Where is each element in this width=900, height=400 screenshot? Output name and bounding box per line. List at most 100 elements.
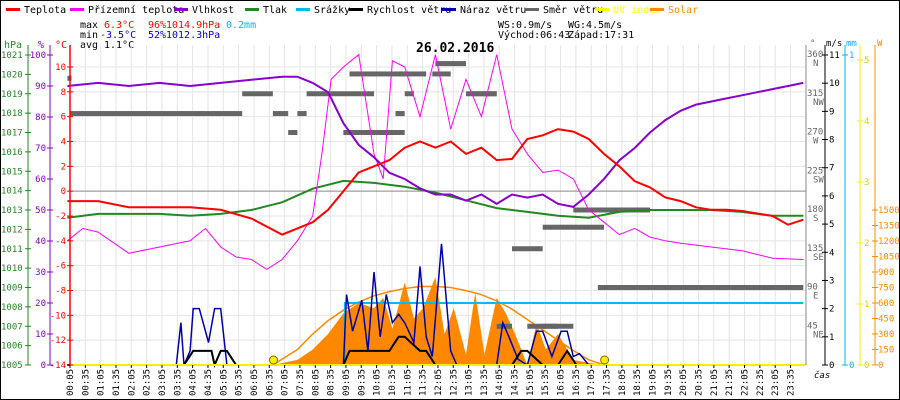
x-tick-label: 15:35 (541, 369, 551, 396)
x-tick-label: 16:35 (572, 369, 582, 396)
legend-item[interactable]: Přízemní teplota (70, 4, 184, 16)
legend-item[interactable]: Srážky (296, 4, 350, 16)
legend-label: Tlak (263, 5, 287, 16)
temperature-tick-label: 6 (61, 113, 66, 123)
legend-item[interactable]: Solar (650, 5, 698, 16)
legend-label: Teplota (24, 5, 66, 16)
uv-tick-label: 4 (864, 117, 869, 127)
humidity-tick-label: 100 (30, 51, 46, 61)
solar-tick-label: 300 (878, 330, 894, 340)
x-tick-label: 07:35 (296, 369, 306, 396)
stats-ws: WS:0.9m/s (498, 20, 552, 31)
temperature-tick-label: 4 (61, 138, 66, 148)
legend-label: Směr větru (543, 4, 603, 16)
uv-marker (268, 355, 278, 365)
rain-axis-unit: mm (846, 39, 857, 49)
x-tick-label: 18:05 (618, 369, 628, 396)
x-tick-label: 20:35 (695, 369, 705, 396)
x-tick-label: 11:05 (403, 369, 413, 396)
direction-tick-label: 225 (807, 166, 823, 176)
legend-swatch (174, 8, 188, 11)
wind-tick-label: 2 (829, 305, 834, 315)
solar-tick-label: 900 (878, 268, 894, 278)
x-tick-label: 23:35 (787, 369, 797, 396)
series-prizemni-teplota (67, 53, 804, 270)
solar-tick-label: 750 (878, 284, 894, 294)
series-teplota (67, 128, 804, 236)
wind-direction-segment (542, 323, 574, 329)
x-tick-label: 15:05 (526, 369, 536, 396)
direction-name-label: NE (813, 330, 824, 340)
legend-label: Solar (668, 5, 698, 16)
x-tick-label: 21:05 (710, 369, 720, 396)
stats-max-label: max (80, 20, 98, 31)
x-tick-label: 20:05 (679, 369, 689, 396)
wind-direction-segment (288, 130, 298, 135)
legend-item[interactable]: Tlak (245, 5, 287, 16)
legend-swatch (245, 8, 259, 11)
legend-swatch (296, 8, 310, 11)
legend-label: Náraz větru (460, 4, 526, 16)
wind-tick-label: 1 (829, 333, 834, 343)
x-tick-label: 06:05 (250, 369, 260, 396)
series-solar-max (272, 285, 605, 366)
pressure-tick-label: 1021 (1, 51, 23, 61)
legend-item[interactable]: UV index (595, 5, 661, 16)
temperature-tick-label: -8 (55, 287, 66, 297)
wind-tick-label: 8 (829, 136, 834, 146)
wind-direction-segment (297, 111, 307, 117)
legend-item[interactable]: Vlhkost (174, 5, 234, 16)
x-tick-label: 14:35 (511, 369, 521, 396)
wind-tick-label: 10 (829, 79, 840, 89)
temperature-tick-label: -12 (50, 336, 66, 346)
wind-direction-segment (573, 207, 650, 213)
x-tick-label: 13:05 (465, 369, 475, 396)
direction-name-label: N (813, 59, 818, 69)
temperature-tick-label: 10 (55, 63, 66, 73)
x-axis-label: čas (814, 370, 830, 381)
direction-tick-label: 90 (807, 283, 818, 293)
legend-item[interactable]: Teplota (6, 5, 66, 16)
pressure-tick-label: 1006 (1, 342, 23, 352)
x-tick-label: 03:05 (158, 369, 168, 396)
solar-tick-label: 450 (878, 315, 894, 325)
legend-swatch (595, 8, 609, 11)
legend-item[interactable]: Směr větru (525, 4, 603, 16)
pressure-tick-label: 1010 (1, 264, 23, 274)
solar-tick-label: 1500 (878, 206, 900, 216)
solar-tick-label: 0 (878, 361, 883, 371)
pressure-tick-label: 1011 (1, 245, 23, 255)
solar-axis-unit: W (877, 39, 883, 49)
x-tick-label: 23:05 (771, 369, 781, 396)
x-tick-label: 19:05 (649, 369, 659, 396)
wind-axis-unit: m/s (826, 39, 842, 49)
x-tick-label: 17:05 (587, 369, 597, 396)
legend-item[interactable]: Rychlost větru (349, 4, 451, 16)
wind-direction-segment (70, 111, 243, 117)
temperature-axis-unit: °C (55, 40, 67, 51)
direction-tick-label: 135 (807, 244, 823, 254)
temperature-tick-label: 0 (61, 187, 66, 197)
wind-direction-segment (542, 224, 604, 230)
x-tick-label: 12:35 (449, 369, 459, 396)
stats-max-hum: 96% (148, 20, 166, 31)
temperature-tick-label: 2 (61, 162, 66, 172)
x-tick-label: 00:35 (81, 369, 91, 396)
series-solar-area (272, 277, 604, 365)
direction-axis-unit: ° (810, 39, 815, 49)
humidity-tick-label: 80 (35, 113, 46, 123)
solar-tick-label: 1050 (878, 253, 900, 263)
legend-swatch (442, 8, 456, 11)
series-naraz-vetru (67, 243, 804, 367)
humidity-tick-label: 50 (35, 206, 46, 216)
legend-item[interactable]: Náraz větru (442, 4, 526, 16)
stats-min-hum: 52% (148, 30, 166, 41)
direction-name-label: E (813, 292, 818, 302)
pressure-tick-label: 1009 (1, 284, 23, 294)
wind-direction-segment (242, 91, 273, 97)
x-tick-label: 04:05 (189, 369, 199, 396)
direction-name-label: SW (813, 175, 824, 185)
direction-tick-label: 360 (807, 50, 823, 60)
temperature-tick-label: -6 (55, 262, 66, 272)
